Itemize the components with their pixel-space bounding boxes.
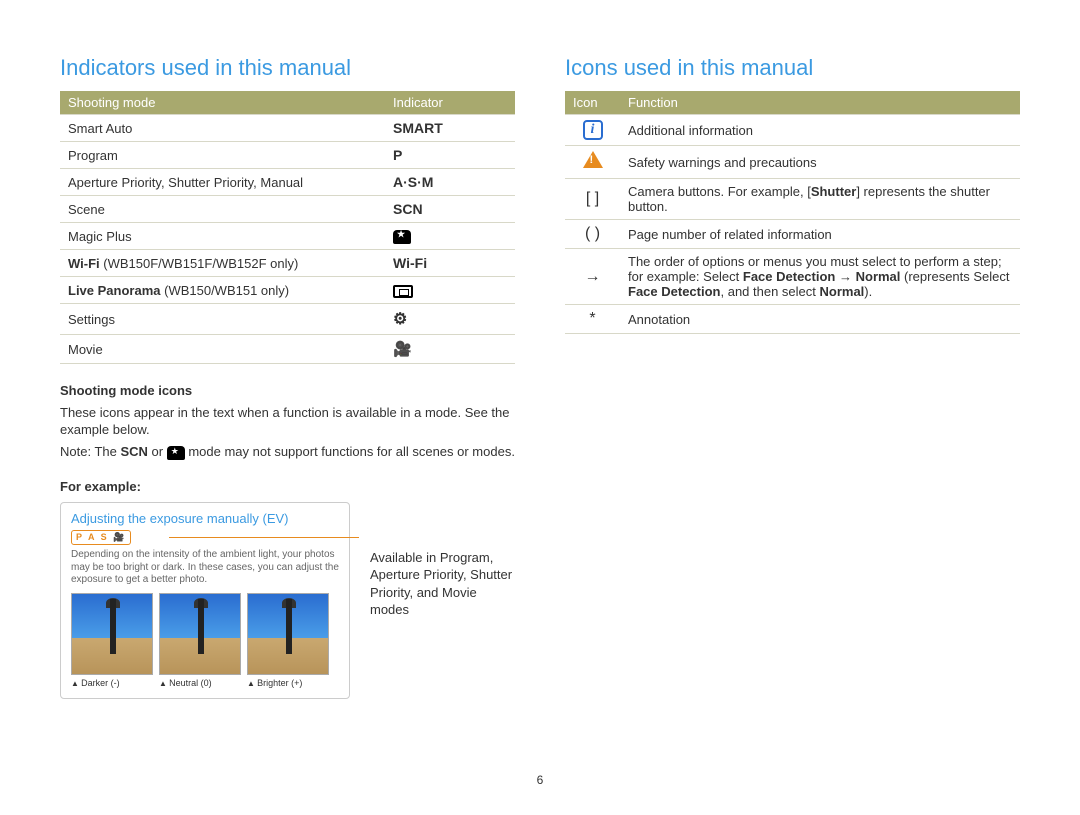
magic-icon [167,446,185,460]
warning-icon [583,151,603,168]
thumb-img [71,593,153,675]
th-icon: Icon [565,91,620,115]
thumb: Brighter (+) [247,593,329,688]
indicators-heading: Indicators used in this manual [60,55,515,81]
mode-cell: Program [60,142,385,169]
shooting-mode-icons-text: These icons appear in the text when a fu… [60,404,515,439]
mode-badge: P A S 🎥 [71,530,131,545]
right-column: Icons used in this manual Icon Function … [565,55,1020,795]
note-text: Note: The SCN or mode may not support fu… [60,443,515,461]
mode-cell: Scene [60,196,385,223]
table-row: SceneSCN [60,196,515,223]
movie-icon: 🎥 [393,341,412,358]
info-icon: i [583,120,603,140]
icon-cell: * [565,305,620,334]
indicator-cell: A·S·M [385,169,515,196]
table-row: ( )Page number of related information [565,220,1020,249]
panorama-icon [393,285,413,298]
settings-icon: ⚙ [393,311,407,328]
indicator-cell: SCN [385,196,515,223]
page-number: 6 [537,773,544,787]
left-column: Indicators used in this manual Shooting … [60,55,515,795]
table-row: [ ]Camera buttons. For example, [Shutter… [565,179,1020,220]
indicator-cell [385,277,515,304]
thumb-img [159,593,241,675]
icon-cell: ( ) [565,220,620,249]
indicator-cell: Wi-Fi [385,250,515,277]
callout-line [169,537,359,538]
table-row: ProgramP [60,142,515,169]
function-cell: The order of options or menus you must s… [620,249,1020,305]
function-cell: Additional information [620,115,1020,146]
table-row: Movie 🎥 [60,335,515,364]
indicator-cell: P [385,142,515,169]
function-cell: Annotation [620,305,1020,334]
table-row: Safety warnings and precautions [565,146,1020,179]
icon-cell: [ ] [565,179,620,220]
indicator-cell [385,223,515,250]
mode-cell: Movie [60,335,385,364]
function-cell: Safety warnings and precautions [620,146,1020,179]
th-indicator: Indicator [385,91,515,115]
function-cell: Page number of related information [620,220,1020,249]
mode-cell: Aperture Priority, Shutter Priority, Man… [60,169,385,196]
icons-table: Icon Function i Additional informationSaf… [565,91,1020,334]
thumb: Neutral (0) [159,593,241,688]
icons-heading: Icons used in this manual [565,55,1020,81]
example-desc: Depending on the intensity of the ambien… [71,549,339,587]
example-title: Adjusting the exposure manually (EV) [71,511,339,526]
indicator-cell: ⚙ [385,304,515,335]
indicator-cell: 🎥 [385,335,515,364]
icon-cell: i [565,115,620,146]
table-row: →The order of options or menus you must … [565,249,1020,305]
table-row: Wi-Fi (WB150F/WB151F/WB152F only)Wi-Fi [60,250,515,277]
table-row: i Additional information [565,115,1020,146]
table-row: *Annotation [565,305,1020,334]
table-row: Smart AutoSMART [60,115,515,142]
thumb-img [247,593,329,675]
mode-cell: Wi-Fi (WB150F/WB151F/WB152F only) [60,250,385,277]
table-row: Aperture Priority, Shutter Priority, Man… [60,169,515,196]
table-header-row: Icon Function [565,91,1020,115]
table-row: Settings ⚙ [60,304,515,335]
table-header-row: Shooting mode Indicator [60,91,515,115]
table-row: Live Panorama (WB150/WB151 only) [60,277,515,304]
indicators-table: Shooting mode Indicator Smart AutoSMARTP… [60,91,515,364]
mode-cell: Settings [60,304,385,335]
thumbs-row: Darker (-) Neutral (0) Brighter (+) [71,593,339,688]
mode-cell: Smart Auto [60,115,385,142]
table-row: Magic Plus [60,223,515,250]
example-box: Adjusting the exposure manually (EV) P A… [60,502,350,699]
icon-cell [565,146,620,179]
indicator-cell: SMART [385,115,515,142]
magic-icon [393,230,411,244]
icon-cell: → [565,249,620,305]
function-cell: Camera buttons. For example, [Shutter] r… [620,179,1020,220]
mode-cell: Magic Plus [60,223,385,250]
callout-text: Available in Program, Aperture Priority,… [370,549,515,619]
thumb: Darker (-) [71,593,153,688]
shooting-mode-icons-heading: Shooting mode icons [60,382,515,400]
for-example-heading: For example: [60,478,515,496]
th-function: Function [620,91,1020,115]
mode-cell: Live Panorama (WB150/WB151 only) [60,277,385,304]
th-mode: Shooting mode [60,91,385,115]
